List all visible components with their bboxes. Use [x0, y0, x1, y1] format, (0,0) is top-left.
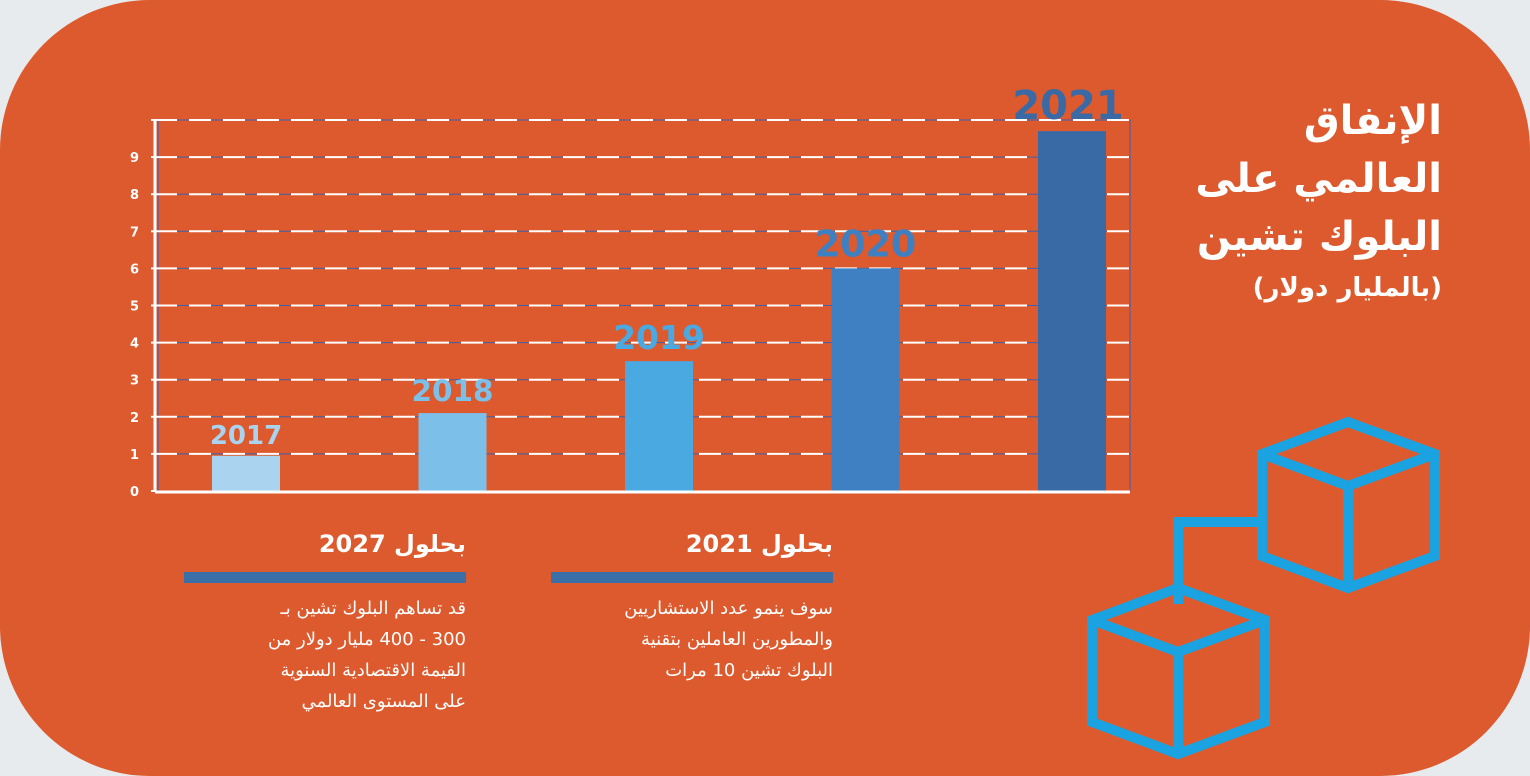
- info-column-2027: بحلول 2027 قد تساهم البلوك تشين بـ 300 -…: [184, 528, 466, 717]
- bar-2020: [831, 268, 900, 491]
- info-divider-2027: [184, 572, 466, 583]
- data-label-2019: 2019: [613, 318, 705, 357]
- bar-2021: [1038, 131, 1106, 491]
- y-tick-label: 5: [130, 300, 139, 315]
- blockchain-cubes-icon: [1087, 416, 1440, 760]
- y-tick-label: 7: [130, 225, 139, 240]
- data-label-2021: 2021: [1012, 83, 1123, 129]
- bars-layer: [212, 131, 1106, 491]
- labels-layer: 2017 2018 2019 2020 2021: [210, 83, 1124, 451]
- bar-2017: [212, 455, 280, 491]
- info-text-line: على المستوى العالمي: [301, 691, 466, 712]
- axis-layer: 0 1 2 3 4 5 6 7 8 9: [130, 119, 1130, 500]
- bar-2019: [625, 361, 693, 491]
- y-tick-label: 2: [130, 411, 139, 426]
- info-text-line: قد تساهم البلوك تشين بـ: [280, 598, 466, 619]
- info-heading-2027: بحلول 2027: [318, 530, 466, 558]
- info-text-line: البلوك تشين 10 مرات: [665, 660, 833, 681]
- info-text-line: 300 - 400 مليار دولار من: [267, 629, 466, 650]
- info-text-line: القيمة الاقتصادية السنوية: [280, 660, 466, 681]
- info-column-2021: بحلول 2021 سوف ينمو عدد الاستشاريين والم…: [551, 528, 833, 686]
- data-label-2017: 2017: [210, 421, 282, 451]
- info-heading-2021: بحلول 2021: [685, 530, 833, 558]
- title-line-1: الإنفاق: [1303, 98, 1442, 144]
- y-tick-label: 0: [130, 485, 139, 500]
- chart-title: الإنفاق العالمي على البلوك تشين (بالمليا…: [1082, 92, 1442, 308]
- title-line-2: العالمي على: [1195, 156, 1442, 202]
- info-divider-2021: [551, 572, 833, 583]
- y-tick-label: 4: [130, 337, 139, 352]
- y-tick-label: 3: [130, 374, 139, 389]
- info-text-line: سوف ينمو عدد الاستشاريين: [624, 598, 833, 619]
- y-tick-label: 9: [130, 151, 139, 166]
- y-tick-label: 6: [130, 262, 139, 277]
- title-unit: (بالمليار دولار): [1252, 273, 1442, 303]
- bar-2018: [418, 413, 487, 491]
- y-tick-label: 8: [130, 188, 139, 203]
- title-line-3: البلوك تشين: [1196, 214, 1442, 260]
- info-text-line: والمطورين العاملين بتقنية: [641, 629, 833, 650]
- data-label-2018: 2018: [411, 374, 493, 408]
- y-tick-label: 1: [130, 448, 139, 463]
- data-label-2020: 2020: [815, 222, 917, 265]
